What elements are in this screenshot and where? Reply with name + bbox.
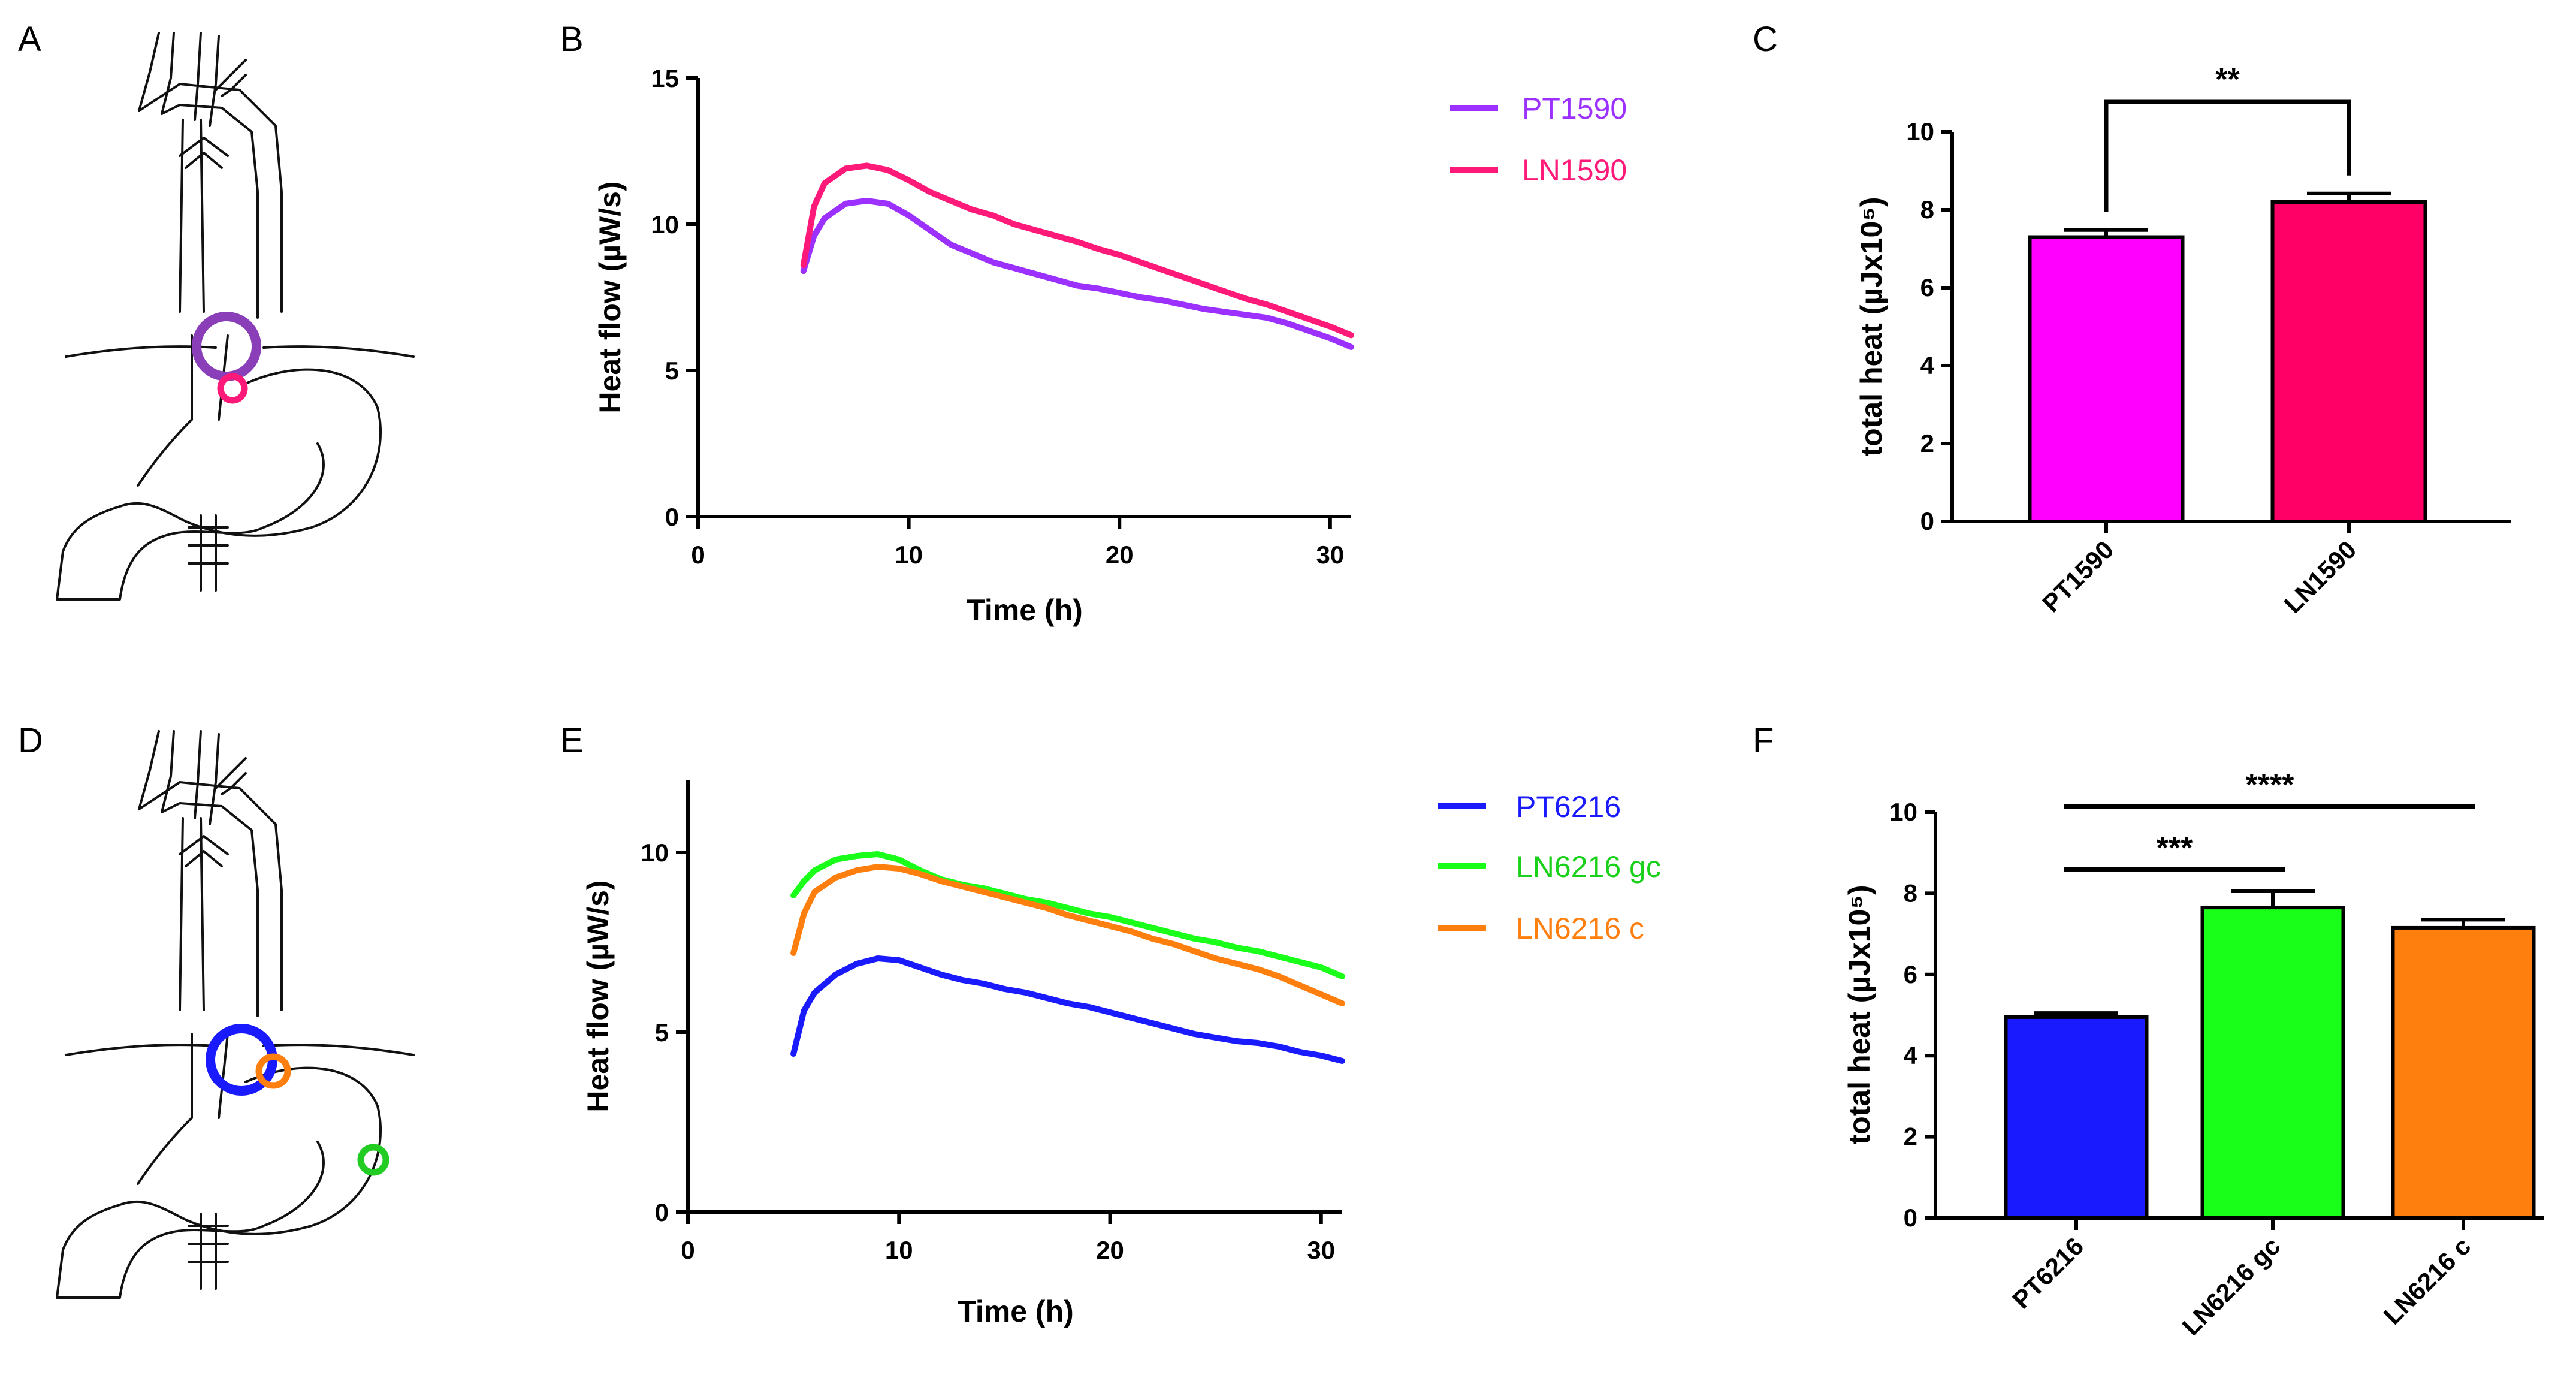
chart-e-xtick-label: 20	[1096, 1236, 1124, 1264]
legend-label-pt1590: PT1590	[1522, 92, 1627, 125]
anatomy-ring-green-d	[357, 1144, 389, 1176]
chart-b-xtick-label: 30	[1316, 541, 1344, 569]
chart-f-ytick-label: 4	[1904, 1041, 1918, 1069]
chart-f-ticks: 0 2 4 6 8 10 PT6216 LN6216 gc LN6216 c	[1889, 798, 2476, 1341]
anatomy-drawing-d	[56, 730, 415, 1299]
chart-e-ytick-label: 5	[655, 1018, 669, 1047]
chart-e-series	[790, 851, 1345, 1064]
chart-e-legend: PT6216 LN6216 gc LN6216 c	[1438, 790, 1661, 945]
significance-label: ***	[2157, 831, 2193, 866]
chart-e-x-title: Time (h)	[958, 1295, 1074, 1328]
anatomy-spine-d	[188, 1213, 229, 1290]
chart-b-ticks: 0 5 10 15 0 10 20 30	[651, 64, 1344, 569]
legend-label-ln1590: LN1590	[1522, 153, 1627, 187]
chart-e-ytick-label: 10	[641, 839, 669, 867]
chart-c-ytick-label: 10	[1906, 117, 1934, 146]
chart-f-ytick-label: 10	[1889, 798, 1917, 826]
chart-b-xtick-label: 0	[691, 541, 705, 569]
chart-b-ytick-label: 10	[651, 210, 679, 239]
chart-b-y-title: Heat flow (µW/s)	[593, 181, 627, 413]
chart-b-ytick-label: 5	[665, 357, 679, 385]
anatomy-ring-lower-a	[217, 373, 248, 404]
chart-f-ytick-label: 8	[1904, 879, 1917, 907]
anatomy-vessels-a	[65, 32, 415, 421]
xtick-label-ln6216-gc: LN6216 gc	[2177, 1232, 2286, 1341]
chart-e-xtick-label: 10	[885, 1236, 913, 1264]
xtick-label-ln6216-c: LN6216 c	[2378, 1232, 2477, 1330]
panel-letter-e: E	[560, 721, 584, 760]
chart-e-ytick-label: 0	[655, 1198, 669, 1226]
chart-f: total heat (µJx10⁵) 0 2 4 6 8 10 PT6216 LN6216 …	[1843, 768, 2544, 1341]
bar-pt6216	[2004, 1015, 2149, 1220]
chart-b-legend: PT1590 LN1590	[1450, 92, 1627, 187]
panel-letter-f: F	[1753, 721, 1774, 760]
xtick-label-pt1590: PT1590	[2037, 535, 2119, 617]
chart-b-ytick-label: 15	[651, 64, 679, 92]
anatomy-spine-a	[188, 514, 229, 592]
chart-c-ytick-label: 4	[1920, 351, 1935, 379]
chart-f-significance: *******	[2064, 768, 2475, 872]
chart-c-significance: **	[2104, 62, 2351, 212]
chart-c-ytick-label: 8	[1920, 195, 1934, 224]
chart-b-xtick-label: 20	[1106, 541, 1134, 569]
bar-pt1590	[2028, 235, 2185, 523]
chart-e-xtick-label: 0	[681, 1236, 694, 1264]
anatomy-stomach-d	[56, 1066, 382, 1299]
chart-f-ytick-label: 6	[1904, 960, 1917, 988]
panel-letter-c: C	[1753, 20, 1778, 59]
series-line-pt1590	[800, 198, 1354, 350]
chart-c-ytick-label: 6	[1920, 273, 1934, 301]
chart-b-series	[800, 162, 1354, 350]
panel-letter-d: D	[18, 721, 43, 760]
series-line-ln6216-gc	[790, 851, 1345, 979]
bar-ln6216-c	[2391, 925, 2536, 1220]
panel-letter-b: B	[560, 20, 584, 59]
chart-f-bars	[2004, 889, 2536, 1220]
anatomy-ring-orange-d	[255, 1053, 291, 1089]
chart-e: Heat flow (µW/s) Time (h) 0 5 10 0 10 20 30 PT…	[581, 780, 1661, 1328]
chart-e-ticks: 0 5 10 0 10 20 30	[641, 839, 1335, 1264]
chart-b-xtick-label: 10	[895, 541, 923, 569]
series-line-pt6216	[790, 955, 1345, 1064]
bar-ln6216-gc	[2200, 906, 2345, 1220]
chart-b-ytick-label: 0	[665, 503, 679, 531]
legend-label-pt6216: PT6216	[1516, 790, 1621, 824]
chart-b-x-title: Time (h)	[967, 593, 1083, 627]
chart-f-ytick-label: 0	[1904, 1204, 1917, 1232]
series-line-ln6216-c	[790, 864, 1345, 1006]
anatomy-drawing-a	[56, 32, 415, 601]
chart-f-y-title: total heat (µJx10⁵)	[1843, 885, 1876, 1145]
panel-letter-a: A	[18, 20, 41, 59]
significance-label: ****	[2246, 768, 2295, 803]
chart-c-y-title: total heat (µJx10⁵)	[1855, 197, 1888, 457]
legend-label-ln6216c: LN6216 c	[1516, 912, 1644, 945]
anatomy-stomach-a	[56, 368, 382, 601]
bar-ln1590	[2270, 200, 2427, 523]
chart-c-bars	[2028, 191, 2427, 523]
series-line-ln1590	[800, 162, 1354, 339]
significance-label: **	[2215, 62, 2240, 97]
significance-bracket	[2104, 99, 2351, 212]
chart-c-ytick-label: 2	[1920, 429, 1934, 457]
xtick-label-ln1590: LN1590	[2278, 535, 2361, 619]
chart-e-xtick-label: 30	[1307, 1236, 1335, 1264]
chart-c-ytick-label: 0	[1920, 507, 1934, 535]
xtick-label-pt6216: PT6216	[2007, 1232, 2089, 1314]
legend-label-ln6216gc: LN6216 gc	[1516, 850, 1661, 884]
anatomy-vessels-d	[65, 730, 415, 1119]
chart-f-ytick-label: 2	[1904, 1123, 1917, 1151]
chart-e-y-title: Heat flow (µW/s)	[581, 880, 615, 1112]
